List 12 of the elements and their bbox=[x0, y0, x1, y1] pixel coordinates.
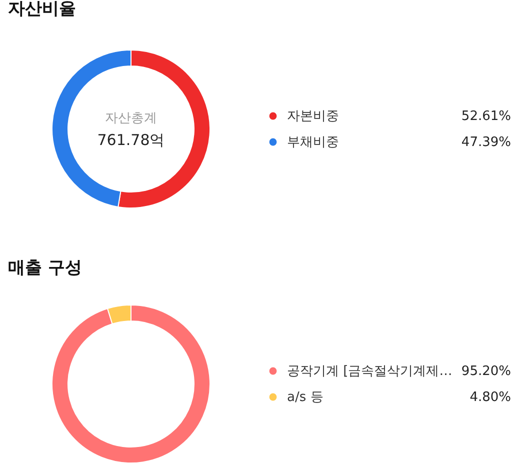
data-label: 52.61% bbox=[461, 109, 511, 124]
data-label: 47.39% bbox=[461, 135, 511, 150]
text: 761.78억 bbox=[97, 131, 165, 149]
chart-title: 자산비율 bbox=[8, 0, 76, 19]
legend-label: 공작기계 [금속절삭기계제… bbox=[287, 364, 452, 379]
data-label: 4.80% bbox=[470, 390, 511, 405]
legend-label: 부채비중 bbox=[287, 135, 339, 150]
data-label: 95.20% bbox=[461, 364, 511, 379]
chart-title: 매출 구성 bbox=[8, 258, 82, 278]
legend-label: 자본비중 bbox=[287, 109, 339, 124]
text: 자산총계 bbox=[105, 111, 157, 126]
legend-label: a/s 등 bbox=[287, 390, 324, 405]
